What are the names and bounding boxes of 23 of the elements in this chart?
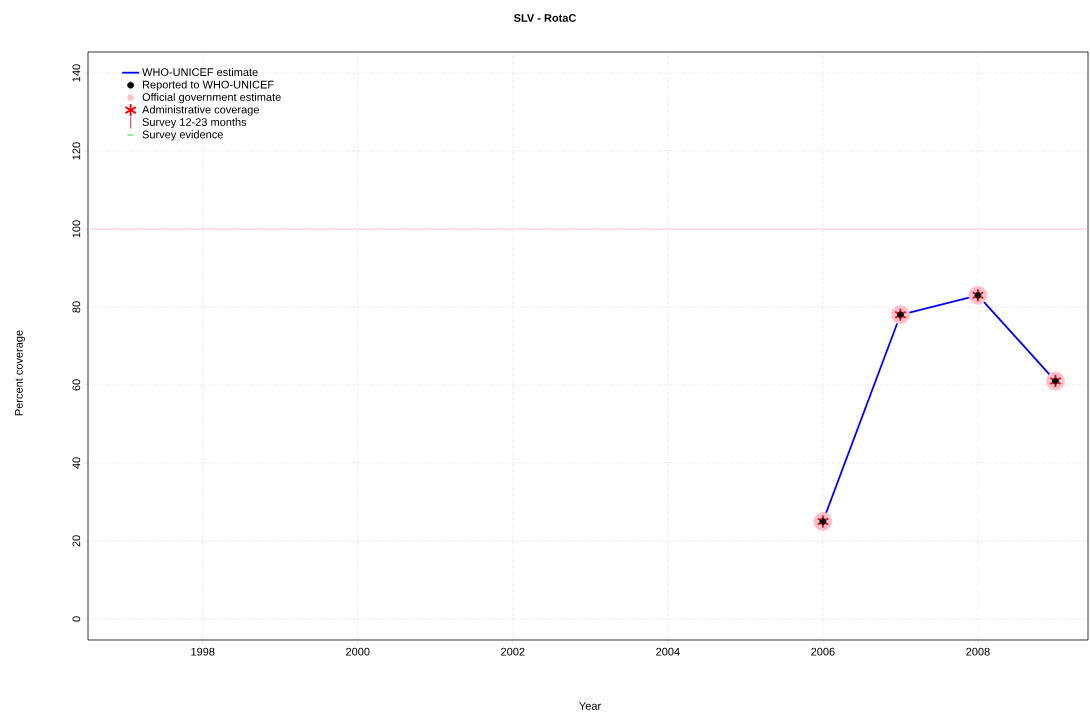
legend-label: WHO-UNICEF estimate — [142, 67, 258, 77]
y-axis-title: Percent coverage — [15, 330, 25, 416]
x-tick-label: 2006 — [811, 647, 835, 656]
chart-title: SLV - RotaC — [513, 14, 577, 22]
x-tick-label: 2002 — [501, 647, 525, 656]
y-tick-label: 0 — [72, 616, 81, 622]
y-tick-label: 20 — [72, 535, 81, 547]
x-tick-label: 1998 — [191, 647, 215, 656]
legend-label: Survey evidence — [142, 130, 223, 141]
y-tick-label: 100 — [72, 220, 81, 238]
x-tick-label: 2004 — [656, 647, 680, 656]
legend-label: Administrative coverage — [142, 105, 259, 116]
legend-label: Official government estimate — [142, 92, 281, 104]
y-tick-label: 80 — [72, 301, 81, 313]
x-axis-title: Year — [579, 702, 601, 710]
y-tick-label: 140 — [72, 64, 81, 82]
legend-label: Survey 12-23 months — [142, 117, 247, 129]
x-tick-label: 2008 — [966, 647, 990, 656]
legend-label: Reported to WHO-UNICEF — [142, 80, 274, 91]
y-tick-label: 60 — [72, 379, 81, 391]
y-tick-label: 120 — [72, 142, 81, 160]
y-tick-label: 40 — [72, 457, 81, 469]
x-tick-label: 2000 — [346, 647, 370, 656]
